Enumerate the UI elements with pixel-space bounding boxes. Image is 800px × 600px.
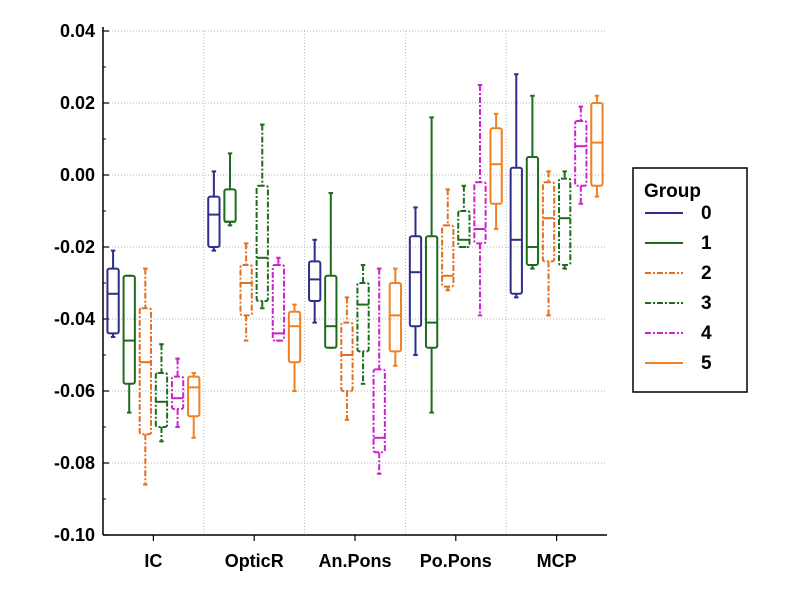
- category-label: Po.Pons: [420, 551, 492, 571]
- box-iqr: [441, 224, 455, 288]
- box-iqr: [340, 321, 354, 393]
- box-iqr: [574, 120, 588, 187]
- box-iqr: [324, 274, 338, 349]
- box-5-An.Pons: [388, 267, 402, 367]
- box-iqr: [372, 368, 386, 454]
- box-5-OpticR: [287, 303, 302, 392]
- category-label: OpticR: [225, 551, 284, 571]
- box-iqr: [388, 282, 402, 353]
- box-iqr: [408, 235, 423, 328]
- box-2-Po.Pons: [441, 188, 455, 292]
- box-2-IC: [138, 267, 152, 486]
- boxes: [106, 73, 604, 486]
- box-iqr: [558, 177, 572, 267]
- box-1-An.Pons: [324, 192, 338, 349]
- box-2-MCP: [541, 170, 556, 317]
- box-iqr: [170, 375, 185, 411]
- y-tick-label: -0.02: [54, 237, 95, 257]
- box-iqr: [223, 188, 237, 223]
- box-0-IC: [106, 249, 120, 338]
- box-iqr: [308, 260, 322, 302]
- legend: Group 0 1 2 3 4 5: [632, 167, 748, 393]
- box-4-Po.Pons: [473, 84, 487, 317]
- category-label: An.Pons: [318, 551, 391, 571]
- y-tick-label: -0.06: [54, 381, 95, 401]
- box-1-IC: [122, 274, 136, 414]
- box-iqr: [122, 274, 136, 385]
- box-iqr: [255, 184, 269, 302]
- box-1-Po.Pons: [424, 116, 439, 414]
- box-0-Po.Pons: [408, 206, 423, 356]
- legend-label-1: 1: [701, 233, 712, 254]
- legend-label-4: 4: [701, 323, 712, 344]
- y-tick-label: -0.08: [54, 453, 95, 473]
- box-5-IC: [187, 372, 201, 439]
- box-iqr: [424, 235, 439, 349]
- box-3-OpticR: [255, 123, 269, 310]
- box-iqr: [590, 102, 604, 187]
- legend-entries: 0 1 2 3 4 5: [645, 203, 712, 374]
- box-iqr: [187, 375, 201, 418]
- box-5-MCP: [590, 94, 604, 198]
- category-labels: IC OpticR An.Pons Po.Pons MCP: [144, 551, 576, 571]
- y-tick-label: 0.02: [60, 93, 95, 113]
- box-iqr: [207, 195, 221, 249]
- box-0-OpticR: [207, 170, 221, 252]
- category-label: IC: [144, 551, 162, 571]
- category-label: MCP: [537, 551, 577, 571]
- legend-frame: [632, 167, 748, 393]
- box-1-MCP: [525, 94, 540, 270]
- box-iqr: [271, 264, 286, 342]
- box-iqr: [106, 267, 120, 335]
- box-2-An.Pons: [340, 296, 354, 421]
- box-2-OpticR: [239, 242, 253, 342]
- box-iqr: [541, 181, 556, 263]
- box-iqr: [138, 307, 152, 436]
- box-3-An.Pons: [356, 264, 370, 385]
- box-iqr: [457, 210, 471, 248]
- box-iqr: [473, 181, 487, 245]
- box-0-MCP: [509, 73, 523, 299]
- legend-label-3: 3: [701, 293, 712, 314]
- box-3-MCP: [558, 170, 572, 270]
- box-iqr: [154, 372, 169, 428]
- box-4-MCP: [574, 105, 588, 205]
- box-iqr: [356, 282, 370, 353]
- grid-lines: [103, 30, 607, 536]
- legend-label-2: 2: [701, 263, 712, 284]
- box-1-OpticR: [223, 152, 237, 227]
- legend-label-5: 5: [701, 353, 712, 374]
- box-4-An.Pons: [372, 267, 386, 475]
- legend-label-0: 0: [701, 203, 712, 224]
- y-tick-label: 0.00: [60, 165, 95, 185]
- box-iqr: [489, 127, 503, 205]
- box-iqr: [509, 166, 523, 295]
- box-0-An.Pons: [308, 238, 322, 324]
- box-5-Po.Pons: [489, 112, 503, 230]
- box-iqr: [287, 310, 302, 364]
- box-iqr: [525, 156, 540, 266]
- axes: [102, 27, 607, 541]
- y-tick-label: -0.04: [54, 309, 95, 329]
- box-iqr: [239, 264, 253, 317]
- y-tick-label: -0.10: [54, 525, 95, 545]
- legend-title: Group: [644, 181, 701, 202]
- box-3-IC: [154, 343, 169, 443]
- box-4-OpticR: [271, 256, 286, 342]
- y-tick-label: 0.04: [60, 21, 95, 41]
- box-3-Po.Pons: [457, 184, 471, 248]
- y-tick-labels: 0.04 0.02 0.00 -0.02 -0.04 -0.06 -0.08 -0.10: [54, 21, 95, 545]
- box-4-IC: [170, 357, 185, 428]
